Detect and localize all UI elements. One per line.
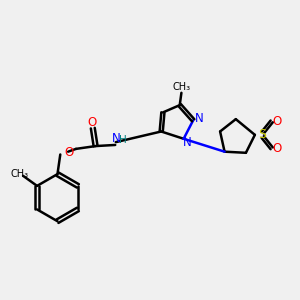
Text: N: N xyxy=(183,136,191,149)
Text: O: O xyxy=(273,115,282,128)
Text: S: S xyxy=(258,128,266,141)
Text: O: O xyxy=(273,142,282,155)
Text: O: O xyxy=(65,146,74,159)
Text: H: H xyxy=(118,135,126,145)
Text: N: N xyxy=(194,112,203,124)
Text: CH₃: CH₃ xyxy=(11,169,29,179)
Text: N: N xyxy=(111,132,120,145)
Text: CH₃: CH₃ xyxy=(172,82,190,92)
Text: O: O xyxy=(88,116,97,129)
